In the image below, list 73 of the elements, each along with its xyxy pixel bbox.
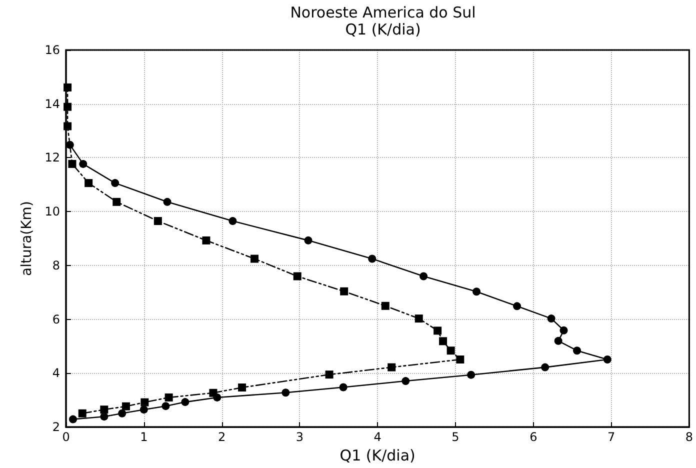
point [78, 409, 86, 418]
point [560, 326, 568, 334]
point [238, 384, 246, 392]
y-tick-label: 10 [44, 204, 60, 219]
point [164, 393, 173, 402]
point [603, 355, 612, 364]
x-tick-label: 3 [296, 430, 304, 444]
point [66, 140, 74, 149]
point [293, 272, 302, 280]
y-axis-title: altura(Km) [18, 201, 35, 276]
point [282, 388, 290, 397]
point [181, 398, 190, 406]
y-tick-label: 6 [52, 312, 60, 326]
point [456, 355, 464, 364]
point [64, 122, 72, 130]
point [368, 254, 376, 263]
point [339, 383, 348, 392]
point [209, 388, 218, 397]
y-tick-label: 8 [52, 258, 60, 272]
point [439, 337, 448, 346]
point [154, 217, 162, 226]
x-tick-label: 7 [607, 430, 616, 444]
point [381, 302, 390, 310]
point [420, 272, 428, 280]
point [118, 409, 126, 418]
chart-subtitle: Q1 (K/dia) [345, 20, 421, 38]
point [69, 415, 78, 424]
point [163, 198, 172, 206]
point [122, 402, 130, 410]
point [402, 377, 410, 386]
y-tick-label: 2 [52, 420, 60, 434]
point [467, 370, 476, 379]
point [513, 302, 522, 310]
y-tick-label: 14 [44, 96, 60, 111]
point [64, 102, 72, 111]
point [446, 346, 455, 355]
x-tick-label: 6 [530, 430, 538, 444]
point [472, 288, 481, 296]
point [573, 346, 582, 355]
point [79, 160, 88, 168]
y-tick-label: 12 [44, 150, 60, 165]
point [414, 314, 423, 323]
point [434, 326, 442, 335]
point [250, 254, 259, 263]
point [541, 363, 550, 372]
point [162, 402, 170, 410]
point [388, 363, 396, 372]
point [340, 287, 348, 296]
point [140, 406, 148, 414]
x-tick-label: 5 [452, 430, 460, 444]
point [228, 217, 237, 226]
x-tick-label: 2 [218, 430, 226, 444]
point [100, 412, 108, 421]
point [554, 336, 562, 345]
x-tick-label: 0 [62, 430, 70, 444]
chart-title: Noroeste America do Sul [290, 4, 476, 22]
point [64, 83, 72, 92]
point [84, 179, 93, 188]
x-tick-label: 8 [685, 430, 694, 444]
y-tick-label: 16 [44, 43, 60, 57]
point [140, 398, 149, 406]
point [325, 370, 334, 379]
point [202, 236, 210, 244]
x-axis-title: Q1 (K/dia) [340, 446, 416, 464]
point [547, 314, 556, 323]
point [304, 236, 312, 244]
x-tick-label: 1 [140, 430, 148, 444]
x-tick-label: 4 [374, 430, 382, 444]
point [68, 160, 76, 168]
y-tick-label: 4 [52, 366, 60, 380]
point [112, 198, 121, 206]
point [111, 179, 120, 188]
point [100, 406, 108, 414]
